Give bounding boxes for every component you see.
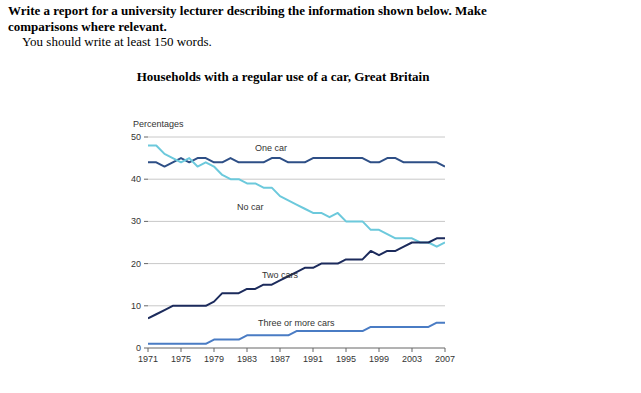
grid-line	[148, 263, 445, 264]
x-tick	[346, 348, 347, 352]
x-tick	[313, 348, 314, 352]
series-label: Two cars	[262, 270, 299, 280]
x-tick-label: 2007	[435, 354, 455, 364]
y-tick	[144, 179, 148, 180]
chart: Write a report for a university lecturer…	[0, 0, 641, 393]
y-tick-label: 20	[131, 259, 141, 269]
y-tick-label: 50	[131, 132, 141, 142]
series-label: Three or more cars	[258, 318, 335, 328]
x-tick	[412, 348, 413, 352]
y-tick	[144, 263, 148, 264]
series-line	[148, 145, 445, 246]
y-tick	[144, 137, 148, 138]
x-tick	[445, 348, 446, 352]
x-tick-label: 1983	[237, 354, 257, 364]
x-tick-label: 1991	[303, 354, 323, 364]
y-tick-label: 30	[131, 216, 141, 226]
y-tick-label: 10	[131, 301, 141, 311]
grid-line	[148, 348, 445, 349]
x-tick-label: 1999	[369, 354, 389, 364]
series-line	[148, 238, 445, 318]
x-tick	[181, 348, 182, 352]
series-label: One car	[255, 143, 287, 153]
x-tick	[214, 348, 215, 352]
y-axis-label: Percentages	[133, 119, 184, 129]
x-tick-label: 1987	[270, 354, 290, 364]
x-tick-label: 1971	[138, 354, 158, 364]
x-tick	[280, 348, 281, 352]
y-tick-label: 0	[136, 343, 141, 353]
x-tick-label: 2003	[402, 354, 422, 364]
instruction: Write a report for a university lecturer…	[8, 3, 487, 18]
y-tick-label: 40	[131, 174, 141, 184]
x-tick-label: 1975	[171, 354, 191, 364]
lines	[148, 145, 445, 343]
y-tick	[144, 348, 148, 349]
series-label: No car	[237, 202, 264, 212]
x-tick	[247, 348, 248, 352]
x-tick	[148, 348, 149, 352]
y-tick	[144, 221, 148, 222]
x-tick-label: 1979	[204, 354, 224, 364]
grid-line	[148, 137, 445, 138]
title: Households with a regular use of a car, …	[137, 69, 431, 84]
x-tick-label: 1995	[336, 354, 356, 364]
grid-line	[148, 179, 445, 180]
y-tick	[144, 305, 148, 306]
word-count: You should write at least 150 words.	[22, 34, 212, 49]
instruction: comparisons where relevant.	[8, 19, 167, 34]
grid-line	[148, 221, 445, 222]
x-tick	[379, 348, 380, 352]
